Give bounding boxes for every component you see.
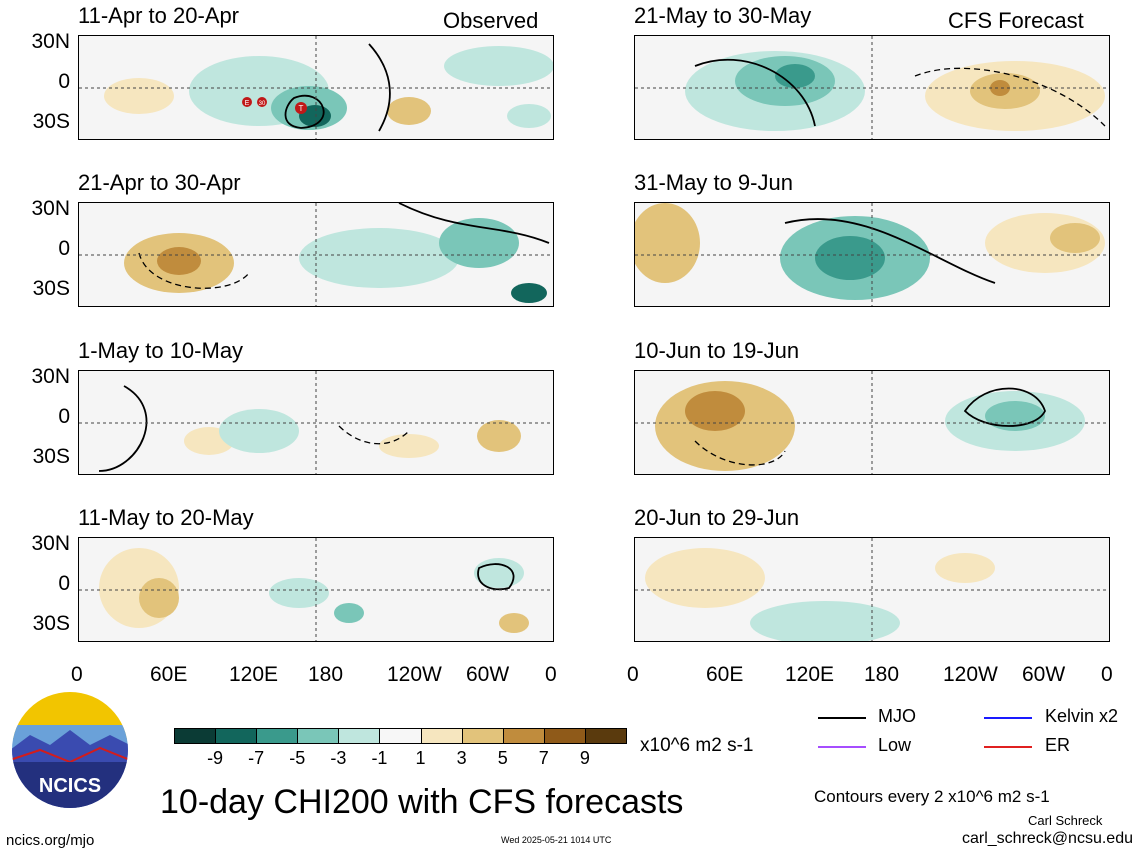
map-field: [79, 538, 553, 641]
panel-title-r1: 21-May to 30-May: [634, 3, 812, 28]
storm-marker-t: T: [299, 104, 304, 113]
lat-label: 30N: [31, 30, 70, 53]
colorbar-swatch: [461, 728, 504, 744]
legend-line-er: [984, 746, 1032, 748]
colorbar: [174, 728, 627, 744]
panel-title-r3: 10-Jun to 19-Jun: [634, 338, 800, 363]
legend-line-mjo: [818, 717, 866, 719]
ncics-logo: NCICS: [10, 690, 130, 810]
lat-label: 0: [58, 237, 70, 260]
main-title: 10-day CHI200 with CFS forecasts: [160, 783, 684, 821]
contours-note: Contours every 2 x10^6 m2 s-1: [814, 787, 1050, 806]
map-field: [635, 538, 1109, 641]
lon-label: 120W: [387, 663, 442, 686]
panel-title-l3: 1-May to 10-May: [78, 338, 244, 363]
colorbar-label: 1: [415, 748, 426, 768]
legend-mjo: MJO: [878, 706, 916, 726]
storm-marker-e: E: [245, 100, 250, 107]
lat-label: 0: [58, 572, 70, 595]
colorbar-label: 5: [497, 748, 508, 768]
map-panel-forecast-1: [634, 35, 1110, 140]
lon-label: 120E: [229, 663, 279, 686]
legend-kelvin: Kelvin x2: [1045, 706, 1119, 726]
legend-line-low: [818, 746, 866, 748]
lat-label: 0: [58, 70, 70, 93]
lon-label: 0: [1101, 663, 1113, 686]
colorbar-swatch: [256, 728, 299, 744]
colorbar-swatch: [584, 728, 627, 744]
colorbar-swatch: [543, 728, 586, 744]
map-panel-observed-3: [78, 370, 554, 475]
colorbar-label: -9: [207, 748, 224, 768]
map-panel-observed-2: [78, 202, 554, 307]
lat-label: 30S: [32, 110, 70, 133]
colorbar-swatch: [174, 728, 217, 744]
colorbar-swatch: [379, 728, 422, 744]
lat-label: 30N: [31, 197, 70, 220]
lat-label: 30N: [31, 532, 70, 555]
colorbar-label: -1: [371, 748, 388, 768]
ncics-logo-graphic: NCICS: [12, 692, 128, 808]
website[interactable]: ncics.org/mjo: [6, 832, 95, 849]
colorbar-swatch: [420, 728, 463, 744]
colorbar-label: -7: [248, 748, 265, 768]
lon-label: 60W: [466, 663, 510, 686]
colorbar-label: 9: [579, 748, 590, 768]
lon-label: 60E: [150, 663, 188, 686]
colorbar-swatch: [297, 728, 340, 744]
colorbar-label: 7: [538, 748, 549, 768]
author: Carl Schreck: [1028, 813, 1103, 828]
map-field: E 30 T: [79, 36, 553, 139]
lat-label: 0: [58, 405, 70, 428]
lon-label: 0: [71, 663, 83, 686]
lat-label: 30S: [32, 277, 70, 300]
colorbar-labels: -9 -7 -5 -3 -1 1 3 5 7 9: [174, 748, 626, 770]
map-panel-observed-1: E 30 T: [78, 35, 554, 140]
panel-title-r2: 31-May to 9-Jun: [634, 170, 793, 195]
lat-label: 30N: [31, 365, 70, 388]
timestamp: Wed 2025-05-21 1014 UTC: [501, 835, 612, 845]
colorbar-label: 3: [456, 748, 467, 768]
legend-er: ER: [1045, 735, 1071, 755]
map-field: [79, 371, 553, 474]
lon-label: 120E: [785, 663, 835, 686]
panel-title-l4: 11-May to 20-May: [78, 505, 254, 530]
map-field: [635, 203, 1109, 306]
colorbar-units: x10^6 m2 s-1: [640, 735, 754, 756]
legend-line-kelvin: [984, 717, 1032, 719]
lon-label: 0: [627, 663, 639, 686]
lon-label: 180: [864, 663, 900, 686]
panel-title-l2: 21-Apr to 30-Apr: [78, 170, 241, 195]
map-field: [635, 371, 1109, 474]
lat-label: 30S: [32, 612, 70, 635]
lon-label: 60W: [1022, 663, 1066, 686]
map-panel-forecast-4: [634, 537, 1110, 642]
lon-label: 60E: [706, 663, 744, 686]
colorbar-label: -5: [289, 748, 306, 768]
storm-marker-30: 30: [259, 101, 266, 107]
lon-label: 0: [545, 663, 557, 686]
panel-title-l1: 11-Apr to 20-Apr: [78, 3, 240, 28]
map-field: [635, 36, 1109, 139]
lat-label: 30S: [32, 445, 70, 468]
map-panel-forecast-2: [634, 202, 1110, 307]
lon-label: 180: [308, 663, 344, 686]
observed-label: Observed: [443, 8, 539, 33]
panel-title-r4: 20-Jun to 29-Jun: [634, 505, 800, 530]
cfs-forecast-label: CFS Forecast: [948, 8, 1084, 33]
lon-label: 120W: [943, 663, 998, 686]
email: carl_schreck@ncsu.edu: [962, 830, 1133, 847]
colorbar-swatch: [338, 728, 381, 744]
logo-text: NCICS: [39, 775, 101, 797]
legend-low: Low: [878, 735, 912, 755]
colorbar-label: -3: [330, 748, 347, 768]
colorbar-swatch: [215, 728, 258, 744]
map-field: [79, 203, 553, 306]
map-panel-observed-4: [78, 537, 554, 642]
colorbar-swatch: [502, 728, 545, 744]
map-panel-forecast-3: [634, 370, 1110, 475]
